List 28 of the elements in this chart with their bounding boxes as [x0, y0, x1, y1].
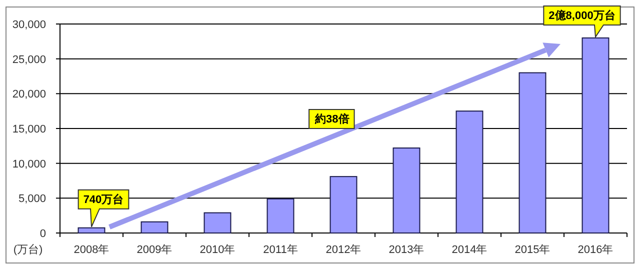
x-tick-label: 2008年	[74, 244, 110, 256]
bar	[330, 176, 358, 234]
bar	[392, 148, 420, 234]
x-tick-label: 2016年	[578, 244, 614, 256]
x-tick-label: 2014年	[452, 244, 488, 256]
y-axis-title: (万台)	[13, 243, 43, 256]
x-tick-label: 2009年	[136, 244, 172, 256]
x-tick-label: 2011年	[263, 244, 298, 256]
y-tick-label: 10,000	[12, 158, 46, 170]
bar	[266, 198, 294, 234]
annotation: 740万台	[83, 192, 124, 206]
y-tick-label: 25,000	[12, 54, 46, 66]
x-tick-label: 2012年	[326, 244, 362, 256]
y-tick-label: 15,000	[12, 124, 46, 136]
x-tick-label: 2015年	[514, 244, 550, 256]
x-tick-label: 2013年	[388, 244, 424, 256]
bar	[456, 110, 484, 234]
bar	[140, 221, 168, 234]
y-tick-label: 30,000	[12, 19, 46, 31]
x-tick-label: 2010年	[200, 244, 236, 256]
bar	[204, 212, 232, 234]
y-tick-label: 0	[40, 228, 46, 240]
bar	[78, 227, 106, 234]
bar	[518, 72, 546, 234]
annotation: 2億8,000万台	[548, 9, 616, 22]
y-tick-label: 5,000	[18, 193, 46, 206]
annotation: 約38倍	[314, 112, 350, 126]
y-tick-label: 20,000	[12, 88, 46, 101]
